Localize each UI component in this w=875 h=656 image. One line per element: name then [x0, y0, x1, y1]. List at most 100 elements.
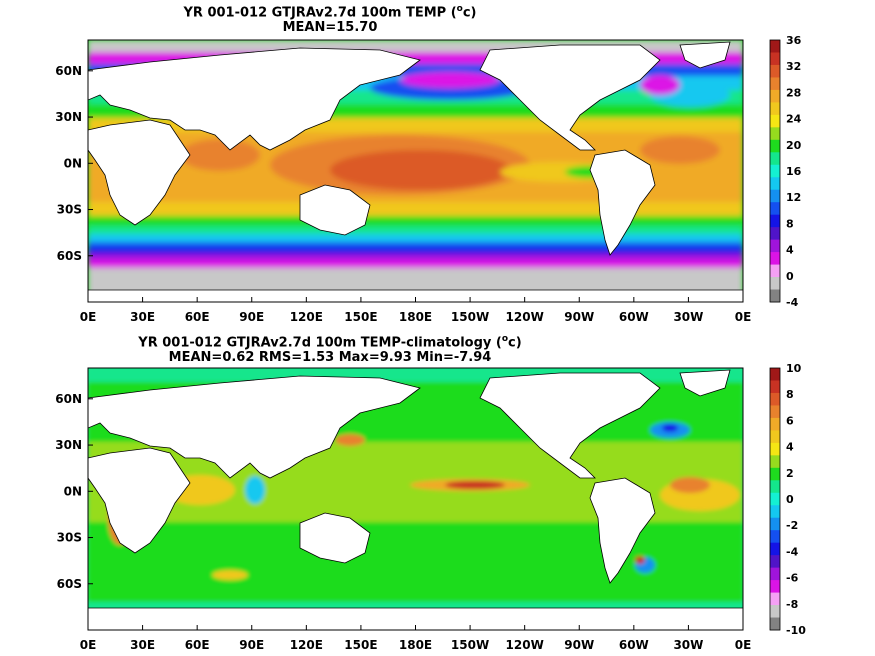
greenland [679, 41, 731, 69]
bottom-colorbar-swatch [770, 368, 780, 381]
bottom-map-panel [88, 368, 743, 630]
top-lon-label: 60W [619, 310, 649, 324]
top-map-panel [88, 40, 743, 302]
bottom-colorbar-swatch [770, 455, 780, 469]
bottom-colorbar-label: 6 [786, 414, 794, 427]
top-lon-label: 30W [673, 310, 703, 324]
bottom-lon-label: 60E [185, 638, 210, 652]
top-lon-label: 150E [344, 310, 377, 324]
top-colorbar-swatch [770, 77, 780, 91]
bottom-colorbar-label: -8 [786, 598, 798, 611]
top-colorbar-swatch [770, 64, 780, 78]
top-colorbar-label: 20 [786, 139, 802, 152]
bottom-title-unit-superscript: o [501, 334, 509, 344]
bottom-colorbar-swatch [770, 617, 780, 631]
top-colorbar-swatch [770, 189, 780, 203]
top-lat-label: 60N [55, 64, 82, 78]
bottom-panel-title: YR 001-012 GTJRAv2.7d 100m TEMP-climatol… [0, 332, 660, 365]
south-america [589, 149, 656, 256]
top-colorbar-swatch [770, 177, 780, 191]
top-lon-label: 60E [185, 310, 210, 324]
bottom-colorbar-swatch [770, 567, 780, 581]
bottom-lat-label: 30S [57, 531, 82, 545]
bottom-colorbar-label: 4 [786, 441, 794, 454]
bottom-colorbar-frame [769, 367, 781, 631]
bottom-lon-label: 150W [451, 638, 489, 652]
top-colorbar-swatch [770, 152, 780, 166]
bottom-lon-label: 30E [130, 638, 155, 652]
top-colorbar-swatch [770, 214, 780, 228]
bottom-axes: 60N 30N 0N 30S 60S 0E 30E 60E 90E 120E 150E 180E 150… [55, 392, 751, 652]
bottom-colorbar-label: 2 [786, 467, 794, 480]
africa [88, 119, 191, 226]
top-axes: 60N 30N 0N 30S 60S 0E 30E 60E 90E 120E 150E 180E 150… [55, 64, 751, 324]
top-lat-label: 60S [57, 249, 82, 263]
africa-anomaly [88, 447, 191, 554]
bottom-colorbar-swatch [770, 555, 780, 569]
top-colorbar-label: 16 [786, 165, 802, 178]
bottom-colorbar-label: -4 [786, 545, 799, 558]
top-colorbar-swatch [770, 164, 780, 178]
top-colorbar-label: 28 [786, 86, 801, 99]
top-colorbar-swatch [770, 202, 780, 216]
top-lat-label: 30S [57, 203, 82, 217]
bottom-colorbar-swatch [770, 442, 780, 456]
bottom-colorbar-swatch [770, 580, 780, 594]
bottom-title-text: YR 001-012 GTJRAv2.7d 100m TEMP-climatol… [138, 335, 502, 351]
bottom-lat-label: 0N [64, 484, 82, 498]
bottom-colorbar-swatch [770, 605, 780, 619]
bottom-colorbar-swatch [770, 505, 780, 519]
top-colorbar-swatch [770, 114, 780, 128]
bottom-colorbar-label: 0 [786, 493, 794, 506]
top-colorbar-swatch [770, 277, 780, 291]
bottom-colorbar-swatch [770, 417, 780, 431]
top-lat-label: 30N [55, 110, 82, 124]
top-colorbar-swatch [770, 40, 780, 53]
bottom-lon-label: 0E [735, 638, 752, 652]
bottom-title-unit-tail: c) [508, 335, 522, 351]
top-panel-title-line1: YR 001-012 GTJRAv2.7d 100m TEMP (oc) [0, 2, 660, 20]
top-title-unit-superscript: o [456, 4, 463, 14]
antarctica-anomaly [88, 607, 743, 630]
top-title-text: YR 001-012 GTJRAv2.7d 100m TEMP ( [183, 5, 457, 21]
bottom-colorbar-swatch [770, 430, 780, 444]
top-lon-label: 0E [735, 310, 752, 324]
top-lon-label: 150W [451, 310, 489, 324]
top-panel-mean: MEAN=15.70 [282, 20, 378, 36]
bottom-colorbar-label: 10 [786, 362, 802, 375]
top-colorbar-label: 24 [786, 113, 802, 126]
bottom-lon-label: 120W [506, 638, 544, 652]
bottom-panel-title-line1: YR 001-012 GTJRAv2.7d 100m TEMP-climatol… [0, 332, 660, 350]
top-land [88, 41, 743, 302]
top-lon-label: 90E [239, 310, 264, 324]
top-title-unit-tail: c) [462, 5, 477, 21]
bottom-colorbar-swatch [770, 517, 780, 531]
top-lon-label: 0E [80, 310, 97, 324]
bottom-lat-label: 30N [55, 438, 82, 452]
top-colorbar-label: 8 [786, 217, 794, 230]
bottom-lon-label: 90W [564, 638, 594, 652]
top-colorbar-swatch [770, 239, 780, 253]
top-colorbar-swatch [770, 289, 780, 303]
top-lon-label: 30E [130, 310, 155, 324]
bottom-lon-label: 60W [619, 638, 649, 652]
bottom-lon-label: 150E [344, 638, 377, 652]
bottom-colorbar-swatch [770, 380, 780, 394]
top-lon-label: 120E [290, 310, 323, 324]
bottom-colorbar-swatch [770, 530, 780, 544]
top-lon-label: 180E [399, 310, 432, 324]
bottom-lon-label: 180E [399, 638, 432, 652]
bottom-lon-label: 120E [290, 638, 323, 652]
top-colorbar-swatch [770, 102, 780, 116]
bottom-lon-label: 30W [673, 638, 703, 652]
top-colorbar-frame [769, 39, 781, 303]
top-lat-label: 0N [64, 156, 82, 170]
australia-anomaly [299, 512, 371, 564]
bottom-colorbar-swatch [770, 392, 780, 406]
australia [299, 184, 371, 236]
bottom-colorbar-swatch [770, 542, 780, 556]
top-colorbar-label: 36 [786, 34, 802, 47]
eurasia-anomaly [88, 375, 421, 479]
top-colorbar-label: 0 [786, 270, 794, 283]
